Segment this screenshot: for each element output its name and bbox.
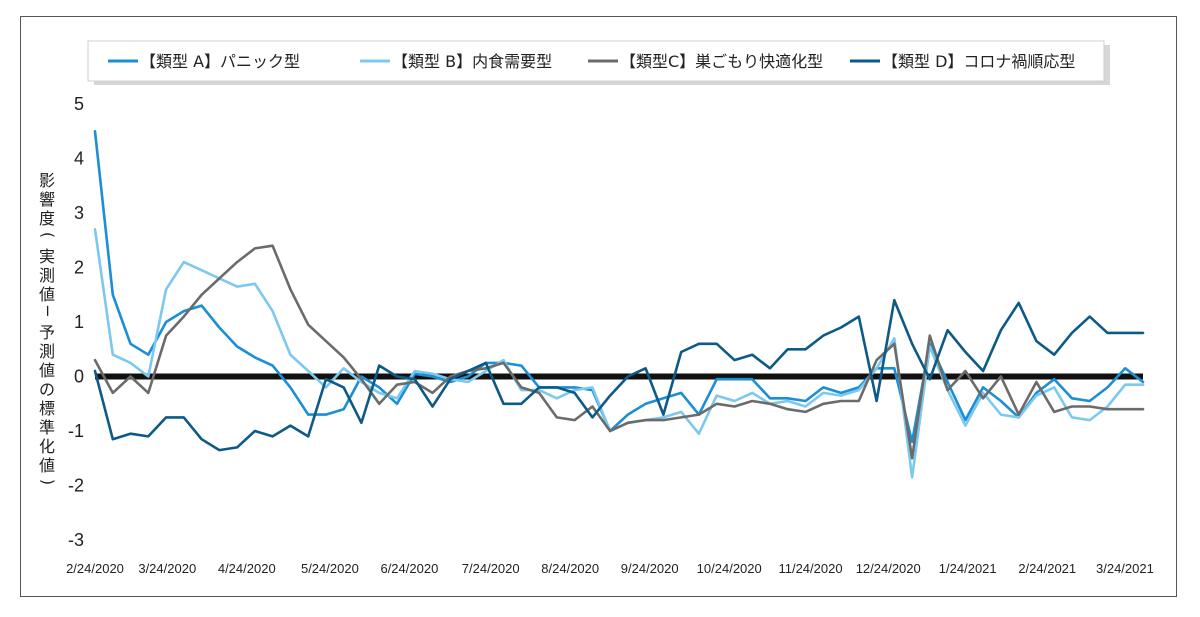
x-tick-label: 3/24/2021 bbox=[1096, 561, 1154, 576]
y-axis-label-char: の bbox=[39, 380, 55, 399]
y-axis-label-char: 予 bbox=[39, 323, 55, 342]
series-lines bbox=[93, 130, 1145, 479]
y-tick-label: -2 bbox=[68, 476, 84, 496]
y-tick-label: -3 bbox=[68, 530, 84, 550]
x-tick-label: 1/24/2021 bbox=[939, 561, 997, 576]
y-tick-label: 1 bbox=[74, 312, 84, 332]
y-axis-label-char: 実 bbox=[39, 247, 55, 266]
legend-label: 【類型 B】内食需要型 bbox=[392, 52, 552, 71]
x-tick-label: 12/24/2020 bbox=[856, 561, 921, 576]
legend-label: 【類型 A】パニック型 bbox=[140, 52, 300, 71]
x-axis-ticks: 2/24/2020 3/24/2020 4/24/2020 5/24/2020 6/24… bbox=[66, 561, 1154, 576]
y-axis-label-char: ( bbox=[39, 232, 58, 238]
x-tick-label: 7/24/2020 bbox=[462, 561, 520, 576]
legend-items: 【類型 A】パニック型 【類型 B】内食需要型 【類型C】巣ごもり快適化型 【類型 D… bbox=[108, 52, 1075, 71]
x-tick-label: 6/24/2020 bbox=[380, 561, 438, 576]
legend-label: 【類型C】巣ごもり快適化型 bbox=[620, 52, 823, 71]
y-axis-label-char: 影 bbox=[39, 171, 55, 190]
y-axis-ticks: 5 4 3 2 1 0 -1 -2 -3 bbox=[68, 94, 84, 550]
y-axis-label-char: 標 bbox=[39, 399, 55, 418]
x-tick-label: 8/24/2020 bbox=[541, 561, 599, 576]
y-axis-label-char: 準 bbox=[39, 418, 55, 437]
y-axis-label-char: 度 bbox=[39, 209, 55, 228]
x-tick-label: 11/24/2020 bbox=[778, 561, 842, 576]
y-axis-label-char: 値 bbox=[39, 361, 55, 380]
y-tick-label: 3 bbox=[74, 203, 84, 223]
x-tick-label: 4/24/2020 bbox=[218, 561, 276, 576]
y-axis-label-char: 測 bbox=[39, 342, 55, 361]
x-tick-label: 9/24/2020 bbox=[621, 561, 679, 576]
y-axis-label-char: ) bbox=[39, 479, 58, 485]
y-tick-label: 5 bbox=[74, 94, 84, 114]
series-line-1 bbox=[93, 130, 1145, 444]
chart-frame bbox=[20, 16, 1177, 597]
legend-label: 【類型 D】コロナ禍順応型 bbox=[882, 52, 1075, 71]
y-tick-label: 2 bbox=[74, 258, 84, 278]
y-tick-label: -1 bbox=[68, 421, 84, 441]
x-tick-label: 2/24/2021 bbox=[1018, 561, 1076, 576]
x-tick-label: 2/24/2020 bbox=[66, 561, 124, 576]
series-line-4 bbox=[93, 298, 1145, 452]
x-tick-label: 10/24/2020 bbox=[697, 561, 762, 576]
series-line-3 bbox=[93, 244, 1145, 460]
y-axis-label-char: 値 bbox=[39, 456, 55, 475]
y-tick-label: 4 bbox=[74, 149, 84, 169]
y-tick-label: 0 bbox=[74, 367, 84, 387]
y-axis-label-char: 化 bbox=[39, 437, 55, 456]
x-tick-label: 3/24/2020 bbox=[138, 561, 196, 576]
y-axis-label-char: 響 bbox=[39, 190, 55, 209]
y-axis-label-char: 測 bbox=[39, 266, 55, 285]
y-axis-label-char: 値 bbox=[39, 285, 55, 304]
y-axis-label-char: − bbox=[39, 304, 58, 317]
series-line-2 bbox=[93, 228, 1145, 479]
x-tick-label: 5/24/2020 bbox=[301, 561, 359, 576]
